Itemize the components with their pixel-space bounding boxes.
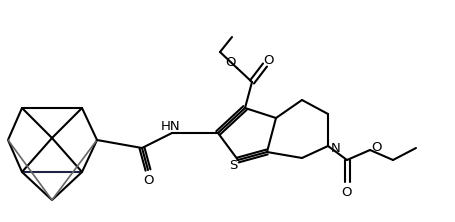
Text: O: O: [342, 186, 352, 198]
Text: HN: HN: [161, 119, 181, 133]
Text: O: O: [225, 56, 235, 69]
Text: O: O: [263, 54, 273, 67]
Text: S: S: [229, 159, 237, 172]
Text: N: N: [331, 141, 341, 155]
Text: O: O: [143, 174, 153, 186]
Text: O: O: [372, 141, 382, 153]
